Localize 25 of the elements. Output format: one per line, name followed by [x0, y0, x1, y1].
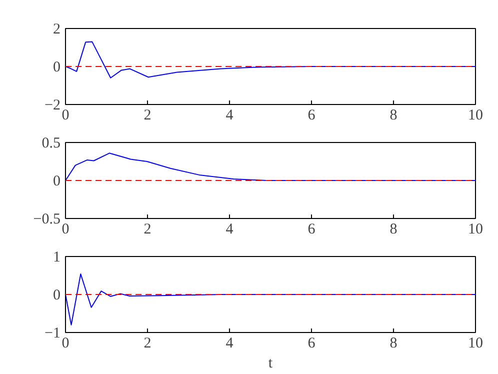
- y-tick-label: 0: [53, 174, 60, 190]
- x-tick-label: 6: [308, 222, 316, 238]
- x-tick-label: 2: [144, 336, 152, 352]
- y-tick-label: −2: [44, 98, 61, 114]
- y-tick-label: −1: [44, 326, 61, 342]
- x-tick-label: 10: [468, 336, 483, 352]
- x-axis-title: t: [268, 356, 274, 372]
- x-tick-label: 6: [308, 336, 316, 352]
- x-tick-label: 6: [308, 108, 316, 124]
- y-tick-label: 0: [53, 60, 60, 76]
- x-tick-label: 10: [468, 108, 483, 124]
- x-tick-label: 8: [390, 222, 398, 238]
- y-tick-label: 0: [53, 288, 60, 304]
- x-tick-label: 4: [226, 222, 234, 238]
- y-tick-label: −0.5: [33, 212, 61, 228]
- x-tick-label: 4: [226, 108, 234, 124]
- x-tick-label: 2: [144, 222, 152, 238]
- x-tick-label: 8: [390, 336, 398, 352]
- y-tick-label: 2: [53, 22, 60, 38]
- y-tick-label: 1: [53, 250, 60, 266]
- x-tick-label: 2: [144, 108, 152, 124]
- y-tick-label: 0.5: [42, 136, 60, 152]
- x-tick-label: 10: [468, 222, 483, 238]
- x-tick-label: 4: [226, 336, 234, 352]
- x-tick-label: 8: [390, 108, 398, 124]
